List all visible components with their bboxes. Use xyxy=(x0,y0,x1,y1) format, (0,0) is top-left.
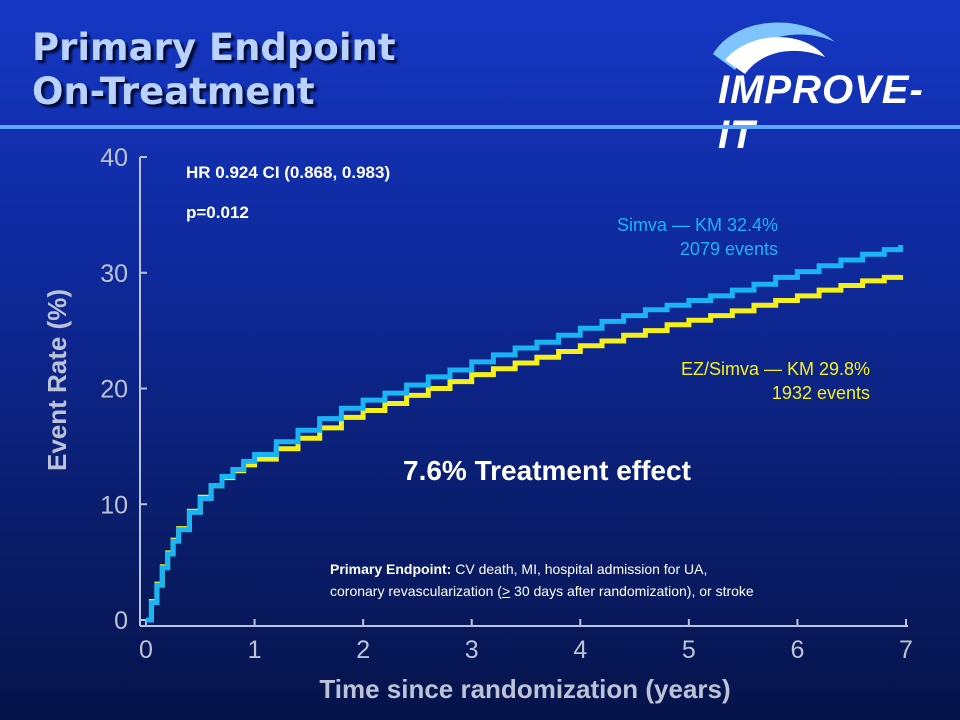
slide-title-line1: Primary Endpoint xyxy=(32,26,396,69)
endpoint-definition-line2-end: 30 days after randomization), or stroke xyxy=(510,583,754,599)
endpoint-definition-line2-start: coronary revascularization ( xyxy=(330,583,502,599)
ez-simva-events-label: 1932 events xyxy=(771,383,870,403)
x-tick-label-2: 2 xyxy=(356,636,370,664)
y-tick-label-40: 40 xyxy=(100,144,128,172)
chart-series xyxy=(146,245,904,623)
x-tick-label-7: 7 xyxy=(899,636,913,664)
endpoint-definition-heading: Primary Endpoint: xyxy=(330,561,452,577)
y-axis-label: Event Rate (%) xyxy=(42,289,72,471)
improve-it-logo xyxy=(713,22,835,74)
ez-simva-km-label: EZ/Simva — KM 29.8% xyxy=(680,359,870,379)
p-value-text: p=0.012 xyxy=(186,203,249,222)
simva-km-label: Simva — KM 32.4% xyxy=(616,215,778,235)
y-tick-label-30: 30 xyxy=(100,260,128,288)
x-tick-label-0: 0 xyxy=(139,636,153,664)
endpoint-definition-line1: CV death, MI, hospital admission for UA, xyxy=(451,561,708,577)
title-divider xyxy=(0,125,960,129)
slide-title-line2: On-Treatment xyxy=(32,70,315,113)
endpoint-definition: Primary Endpoint: CV death, MI, hospital… xyxy=(330,558,754,602)
logo-swoosh-front xyxy=(725,37,825,74)
ez-simva-legend-label: EZ/Simva — KM 29.8% 1932 events xyxy=(600,357,870,405)
slide-title: Primary Endpoint On-Treatment xyxy=(32,26,396,114)
simva-legend-label: Simva — KM 32.4% 2079 events xyxy=(560,213,778,261)
x-tick-label-1: 1 xyxy=(248,636,262,664)
y-tick-label-20: 20 xyxy=(100,376,128,404)
logo-text: IMPROVE-IT xyxy=(718,68,924,157)
x-tick-label-4: 4 xyxy=(573,636,587,664)
x-tick-label-3: 3 xyxy=(465,636,479,664)
x-tick-label-6: 6 xyxy=(790,636,804,664)
y-tick-label-0: 0 xyxy=(114,607,128,635)
treatment-effect-text: 7.6% Treatment effect xyxy=(403,455,691,486)
hazard-ratio-text: HR 0.924 CI (0.868, 0.983) xyxy=(186,163,391,182)
simva-curve xyxy=(146,245,904,623)
chart-axes: 0 10 20 30 40 0 1 2 3 4 5 6 7 xyxy=(100,144,913,664)
x-tick-label-5: 5 xyxy=(682,636,696,664)
x-axis-label: Time since randomization (years) xyxy=(319,674,730,704)
greater-equal-symbol: > xyxy=(501,583,511,599)
simva-events-label: 2079 events xyxy=(679,239,778,259)
y-tick-label-10: 10 xyxy=(100,491,128,519)
